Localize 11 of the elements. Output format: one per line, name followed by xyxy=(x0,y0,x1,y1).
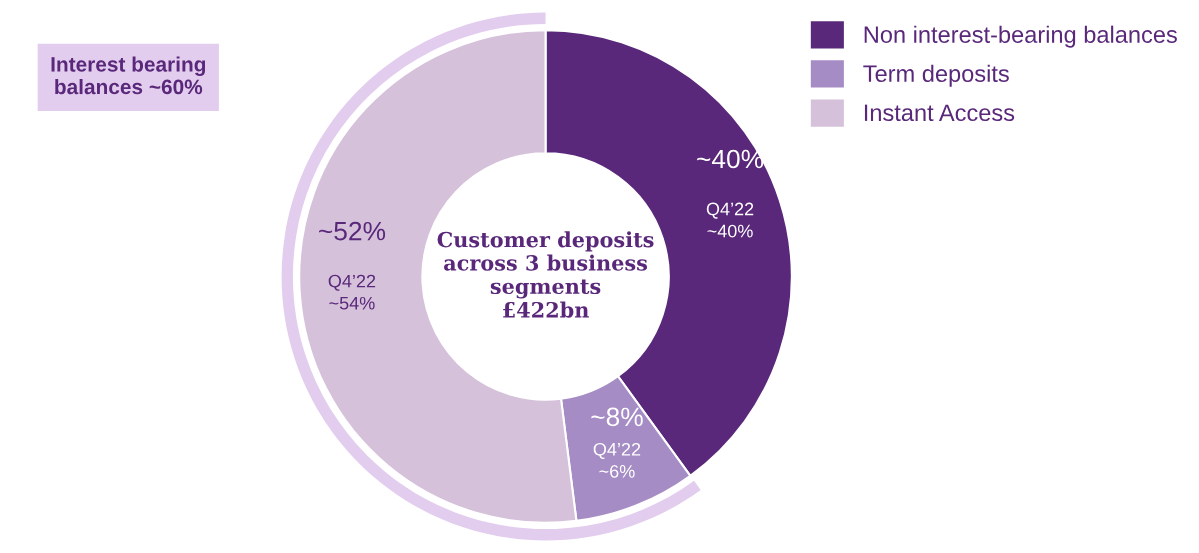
text: Q4’22 ~54% xyxy=(328,274,376,310)
legend-label: Non interest-bearing balances xyxy=(864,25,1177,48)
data-label: ~8% xyxy=(591,407,643,427)
legend-label: Term deposits xyxy=(863,64,1009,87)
text: Customer deposits across 3 business segments £422bn xyxy=(437,231,654,318)
data-label: ~40% xyxy=(697,149,764,169)
data-label: ~52% xyxy=(319,221,386,241)
text: Q4’22 ~40% xyxy=(706,202,754,238)
text: Q4’22 ~6% xyxy=(593,442,641,478)
text: Interest bearing balances ~60% xyxy=(51,56,206,95)
legend-label: Instant Access xyxy=(864,104,1015,122)
